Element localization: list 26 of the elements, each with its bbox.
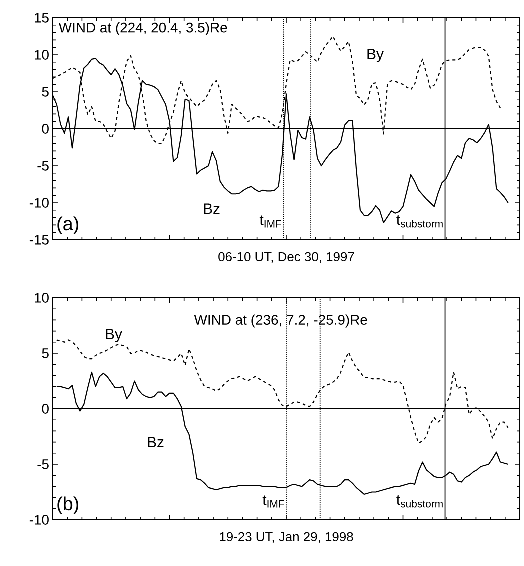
series-label: By xyxy=(368,49,384,62)
y-tick-label: 10 xyxy=(35,293,49,303)
y-tick-label: -15 xyxy=(30,235,49,245)
y-tick-label: 5 xyxy=(42,87,49,97)
annotation: t$_{IMF}$ xyxy=(262,496,284,508)
x-axis-title: 19-23 UT, Jan 29, 1998 xyxy=(220,532,354,544)
y-tick-label: -10 xyxy=(30,198,49,208)
annotation: WIND at (236, 7.2, -25.9)Re xyxy=(194,314,368,328)
annotation: t$_{substorm}$ xyxy=(396,495,443,508)
annotation: (b) xyxy=(58,496,78,514)
annotation: t$_{substorm}$ xyxy=(396,215,443,228)
series-label: Bz xyxy=(148,437,164,448)
y-tick-label: 10 xyxy=(35,50,49,60)
y-tick-label: -5 xyxy=(38,460,49,470)
y-tick-label: -5 xyxy=(38,161,49,171)
annotation: WIND at (224, 20.4, 3.5)Re xyxy=(58,22,228,36)
x-axis-title: 06-10 UT, Dec 30, 1997 xyxy=(218,252,354,264)
y-tick-label: -10 xyxy=(30,515,49,525)
annotation: (a) xyxy=(58,216,78,234)
y-tick-label: 0 xyxy=(42,124,49,134)
y-tick-label: 15 xyxy=(35,13,49,23)
series-label: By xyxy=(106,329,122,342)
y-tick-label: 0 xyxy=(42,404,49,414)
series-label: Bz xyxy=(204,204,220,214)
annotation: t$_{IMF}$ xyxy=(260,216,282,228)
y-tick-label: 5 xyxy=(42,348,49,358)
